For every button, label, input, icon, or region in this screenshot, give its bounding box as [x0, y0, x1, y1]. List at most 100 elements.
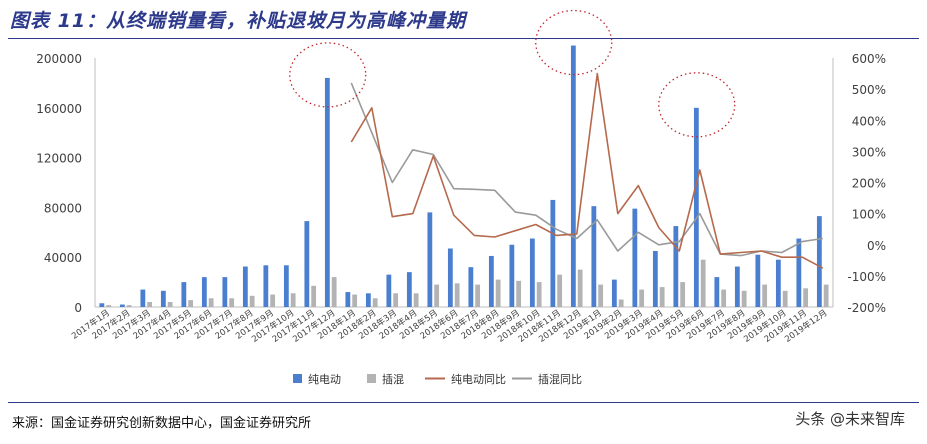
- bar-phev: [803, 288, 809, 307]
- bar-phev: [208, 298, 214, 307]
- bar-phev: [741, 290, 747, 307]
- bar-bev: [693, 107, 699, 307]
- bar-phev: [372, 298, 378, 307]
- bar-bev: [160, 290, 166, 307]
- bar-bev: [550, 199, 556, 307]
- bar-phev: [536, 282, 542, 307]
- bar-phev: [495, 279, 501, 307]
- bar-phev: [618, 299, 624, 307]
- bar-phev: [454, 283, 460, 307]
- legend-label: 纯电动同比: [451, 373, 506, 386]
- y-right-tick-label: 500%: [852, 83, 886, 97]
- y-right-tick-label: 100%: [852, 208, 886, 222]
- y-right-tick-label: 400%: [852, 114, 886, 128]
- bar-phev: [393, 293, 399, 307]
- y-right-tick-label: 200%: [852, 177, 886, 191]
- title-rule: [8, 38, 919, 39]
- bar-bev: [509, 244, 515, 307]
- legend-swatch: [367, 374, 376, 383]
- bar-phev: [413, 293, 419, 307]
- line-phev-yoy: [350, 82, 823, 257]
- x-tick-labels: 2017年1月2017年2月2017年3月2017年4月2017年5月2017年…: [70, 307, 830, 344]
- highlight-ellipse: [535, 9, 613, 76]
- bar-phev: [475, 284, 481, 307]
- y-right-tick-label: 0%: [867, 239, 886, 253]
- chart-bars: [99, 45, 829, 308]
- legend-label: 纯电动: [308, 373, 341, 386]
- bar-bev: [468, 267, 474, 307]
- bar-phev: [782, 290, 788, 307]
- chart-legend: 纯电动 插混 纯电动同比 插混同比: [293, 372, 582, 386]
- bar-bev: [611, 279, 617, 307]
- footer-rule: [8, 402, 919, 403]
- bar-phev: [249, 295, 255, 307]
- bar-phev: [352, 294, 358, 307]
- bar-bev: [345, 292, 351, 307]
- bar-bev: [365, 293, 371, 307]
- y-right-tick-label: -100%: [847, 270, 886, 284]
- bar-bev: [222, 277, 228, 307]
- bar-phev: [680, 282, 686, 307]
- bar-phev: [639, 289, 645, 307]
- y-left-tick-label: 200000: [36, 52, 82, 66]
- bar-phev: [229, 298, 235, 307]
- bar-bev: [673, 226, 679, 307]
- y-right-tick-label: 600%: [852, 52, 886, 66]
- bar-phev: [577, 269, 583, 307]
- bar-bev: [324, 77, 330, 307]
- bar-bev: [304, 221, 310, 307]
- y-left-tick-label: 40000: [44, 251, 82, 265]
- bar-bev: [99, 303, 105, 307]
- chart-lines: [350, 72, 824, 269]
- bar-bev: [140, 289, 146, 307]
- bar-bev: [755, 254, 761, 307]
- bar-bev: [591, 206, 597, 307]
- bar-phev: [290, 293, 296, 307]
- bar-phev: [167, 302, 173, 307]
- bar-bev: [263, 265, 269, 307]
- highlight-ellipse: [289, 42, 367, 108]
- highlight-ellipse: [658, 72, 736, 138]
- bar-phev: [516, 280, 522, 307]
- bar-bev: [796, 238, 802, 307]
- bar-phev: [126, 305, 132, 307]
- y-left-tick-label: 0: [74, 301, 82, 315]
- y-right-tick-label: -200%: [847, 301, 886, 315]
- bar-phev: [700, 259, 706, 307]
- bar-phev: [311, 285, 317, 307]
- highlight-ellipses: [289, 9, 736, 138]
- legend-swatch: [293, 374, 302, 383]
- bar-bev: [447, 248, 453, 307]
- line-bev-yoy: [350, 72, 824, 269]
- bar-bev: [488, 255, 494, 307]
- bar-bev: [242, 266, 248, 307]
- bar-phev: [106, 305, 112, 307]
- bar-bev: [816, 216, 822, 307]
- figure-title: 图表 11：从终端销量看，补贴退坡月为高峰冲量期: [10, 10, 467, 32]
- y-right-tick-label: 300%: [852, 145, 886, 159]
- bar-phev: [147, 302, 153, 307]
- bar-bev: [529, 238, 535, 307]
- y-left-tick-label: 80000: [44, 201, 82, 215]
- y-left-tick-label: 120000: [36, 152, 82, 166]
- bar-phev: [598, 284, 604, 307]
- bar-phev: [188, 300, 194, 307]
- sales-chart: 0 40000 80000 120000 160000 200000 -200% -100% 0…: [36, 9, 886, 386]
- bar-bev: [427, 212, 433, 307]
- bar-phev: [721, 289, 727, 307]
- bar-bev: [714, 277, 720, 307]
- bar-phev: [659, 287, 665, 307]
- chart-axes: 0 40000 80000 120000 160000 200000 -200% -100% 0…: [36, 52, 886, 315]
- watermark: 头条 @未来智库: [795, 410, 905, 428]
- bar-bev: [386, 274, 392, 307]
- bar-bev: [570, 45, 576, 308]
- bar-phev: [270, 294, 276, 307]
- legend-label: 插混: [382, 372, 404, 386]
- y-left-tick-label: 160000: [36, 102, 82, 116]
- bar-bev: [181, 282, 187, 307]
- bar-bev: [119, 304, 125, 307]
- bar-phev: [331, 277, 337, 307]
- bar-bev: [652, 250, 658, 307]
- bar-bev: [734, 266, 740, 307]
- bar-bev: [406, 272, 412, 307]
